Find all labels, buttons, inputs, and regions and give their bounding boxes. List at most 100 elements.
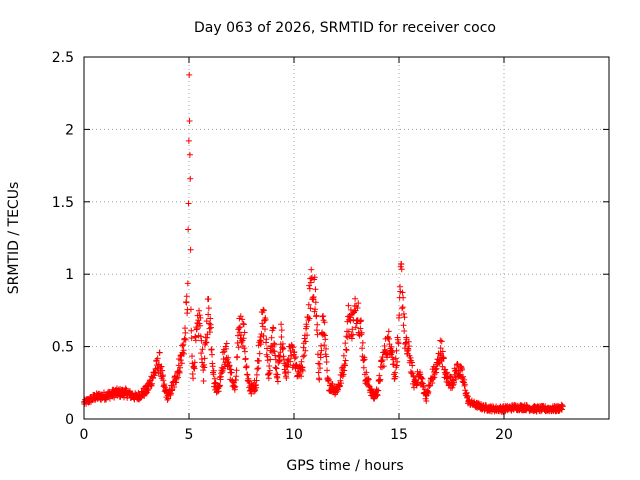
data-point <box>185 200 192 207</box>
data-point <box>345 328 352 335</box>
data-point <box>405 346 412 353</box>
data-point <box>392 373 399 380</box>
data-point <box>241 345 248 352</box>
data-point <box>236 325 243 331</box>
data-point <box>171 383 178 390</box>
data-point <box>280 345 287 352</box>
data-point <box>235 344 242 351</box>
data-point <box>340 371 347 378</box>
data-point <box>260 306 267 313</box>
data-point <box>241 329 248 336</box>
data-point <box>392 355 399 362</box>
data-point <box>438 338 445 345</box>
data-point <box>240 335 247 342</box>
data-point <box>198 350 205 357</box>
data-point <box>263 336 270 343</box>
data-point <box>264 345 271 352</box>
data-point <box>359 345 366 352</box>
data-point <box>308 266 315 273</box>
data-point <box>338 380 345 387</box>
data-point <box>341 367 348 374</box>
data-point <box>209 351 216 358</box>
data-point <box>185 137 192 144</box>
data-point <box>377 376 384 383</box>
data-point <box>302 347 309 354</box>
y-axis-label: SRMTID / TECUs <box>6 182 22 295</box>
data-point <box>398 261 405 268</box>
x-tick-label: 5 <box>185 427 194 443</box>
data-point <box>220 355 227 362</box>
data-point <box>165 395 172 402</box>
data-point <box>191 359 198 366</box>
data-point <box>306 315 313 322</box>
data-point <box>352 295 359 302</box>
data-point <box>304 332 311 339</box>
data-point <box>253 371 260 378</box>
data-point <box>349 326 356 333</box>
data-point <box>255 357 262 364</box>
data-point <box>244 371 251 378</box>
data-point <box>349 331 356 338</box>
x-tick-label: 20 <box>495 427 513 443</box>
data-point <box>302 338 309 345</box>
data-point <box>261 326 268 333</box>
data-point <box>234 353 241 360</box>
data-point <box>350 316 357 323</box>
data-point <box>233 373 240 380</box>
data-point <box>240 320 247 327</box>
data-point <box>243 363 250 370</box>
data-point <box>186 151 193 158</box>
data-point <box>355 300 362 307</box>
data-point <box>301 352 308 359</box>
grid-lines <box>84 57 609 419</box>
data-point <box>215 388 222 395</box>
data-point <box>317 365 324 372</box>
data-point <box>274 378 281 385</box>
data-point <box>197 322 204 329</box>
data-point <box>197 314 204 321</box>
data-point <box>292 354 299 361</box>
data-point <box>380 363 387 370</box>
data-point <box>241 348 248 355</box>
data-point <box>453 361 460 368</box>
data-point <box>279 346 286 353</box>
data-point <box>305 301 312 308</box>
data-point <box>435 356 442 363</box>
y-tick-label: 2.5 <box>52 50 74 66</box>
data-point <box>270 325 277 332</box>
data-point <box>190 375 197 382</box>
data-point <box>176 369 183 376</box>
data-point <box>439 348 446 355</box>
data-point <box>329 380 336 387</box>
x-tick-label: 0 <box>80 427 89 443</box>
x-axis-label: GPS time / hours <box>286 458 403 474</box>
data-point <box>450 379 457 386</box>
chart-title: Day 063 of 2026, SRMTID for receiver coc… <box>194 20 496 36</box>
data-point <box>202 340 209 347</box>
data-point <box>201 355 208 362</box>
data-point <box>393 347 400 354</box>
data-point <box>443 369 450 376</box>
data-point <box>311 274 318 281</box>
data-point <box>211 375 218 382</box>
data-point <box>207 315 214 322</box>
data-point <box>177 364 184 371</box>
data-point <box>207 324 214 331</box>
data-point <box>559 403 566 410</box>
data-point <box>320 331 327 338</box>
y-tick-labels: 0 0.5 1 1.5 2 2.5 <box>52 50 74 428</box>
data-point <box>342 357 349 364</box>
data-point <box>198 337 205 344</box>
y-tick-label: 1.5 <box>52 195 74 211</box>
data-point <box>274 371 281 378</box>
data-point <box>210 367 217 374</box>
data-point <box>255 365 262 372</box>
data-point <box>237 313 244 320</box>
data-point <box>399 289 406 296</box>
data-point <box>299 367 306 374</box>
data-point <box>316 376 323 383</box>
data-point <box>154 355 161 362</box>
data-points <box>81 71 566 415</box>
data-point <box>161 381 168 388</box>
data-point <box>253 377 260 384</box>
